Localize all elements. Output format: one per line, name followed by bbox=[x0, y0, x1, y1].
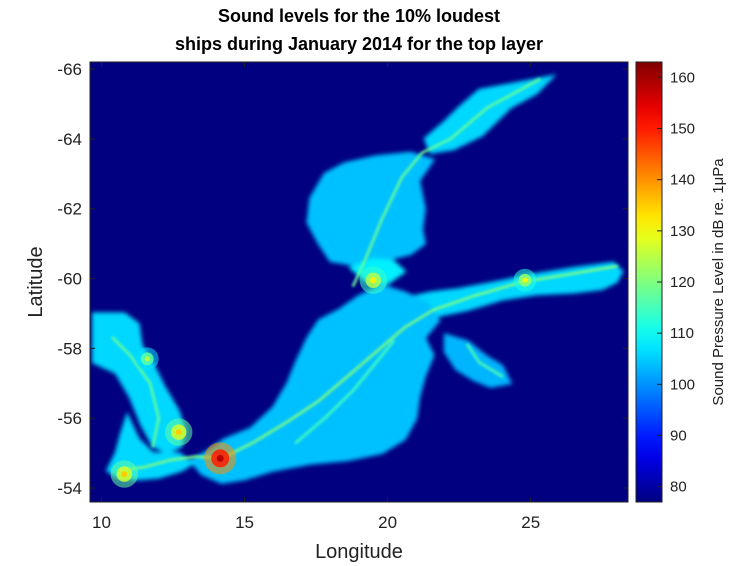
shipping-lane-5 bbox=[466, 343, 504, 378]
y-tick-label: -64 bbox=[57, 130, 82, 149]
y-tick-label: -60 bbox=[57, 270, 82, 289]
y-tick-label: -66 bbox=[57, 60, 82, 79]
x-tick-label: 20 bbox=[378, 513, 397, 532]
region-gulf-of-finland bbox=[397, 261, 624, 322]
hotspot-core bbox=[121, 471, 128, 478]
x-axis-label: Longitude bbox=[315, 541, 403, 563]
x-tick-label: 25 bbox=[521, 513, 540, 532]
hotspot-core bbox=[370, 277, 377, 284]
x-tick-label: 15 bbox=[235, 513, 254, 532]
shipping-lanes bbox=[111, 78, 619, 473]
shipping-lane-4 bbox=[294, 339, 395, 445]
y-tick-label: -56 bbox=[57, 409, 82, 428]
y-tick-label: -62 bbox=[57, 200, 82, 219]
region-central-baltic bbox=[188, 284, 441, 484]
y-axis-label: Latitude bbox=[25, 246, 47, 317]
y-tick-label: -58 bbox=[57, 339, 82, 358]
colorbar-label: Sound Pressure Level in dB re. 1μPa bbox=[710, 158, 727, 406]
hotspot-core bbox=[522, 277, 528, 283]
shipping-lane-3 bbox=[351, 78, 541, 287]
sound-map bbox=[91, 74, 624, 488]
x-tick-label: 10 bbox=[92, 513, 111, 532]
colorbar-tick-label: 140 bbox=[670, 172, 695, 189]
y-axis: -54 -56 -58 -60 -62 -64 -66 bbox=[57, 60, 628, 498]
hotspot-core bbox=[144, 356, 150, 362]
shipping-lane-2 bbox=[111, 336, 161, 448]
colorbar-tick-label: 160 bbox=[670, 69, 695, 86]
colorbar-tick-label: 130 bbox=[670, 223, 695, 240]
colorbar-tick-label: 110 bbox=[670, 325, 694, 342]
chart-title-line-1: Sound levels for the 10% loudest bbox=[217, 6, 501, 26]
chart-title-line-2: ships during January 2014 for the top la… bbox=[174, 34, 544, 54]
x-axis: 10 15 20 25 bbox=[92, 62, 540, 532]
shipping-lane-1 bbox=[117, 264, 619, 473]
hotspot-core bbox=[175, 429, 182, 436]
plot-frame bbox=[89, 61, 629, 503]
hotspots bbox=[110, 266, 537, 488]
region-bothnian-sea bbox=[306, 151, 435, 273]
colorbar-ticks: 80 90 100 110 120 130 140 150 160 bbox=[657, 69, 695, 496]
colorbar-tick-label: 80 bbox=[670, 479, 687, 496]
colorbar-tick-label: 90 bbox=[670, 427, 687, 444]
colorbar-tick-label: 150 bbox=[670, 121, 695, 138]
y-tick-label: -54 bbox=[57, 479, 82, 498]
colorbar-tick-label: 100 bbox=[670, 376, 695, 393]
colorbar-tick-label: 120 bbox=[670, 274, 695, 291]
hotspot-core bbox=[216, 454, 224, 462]
